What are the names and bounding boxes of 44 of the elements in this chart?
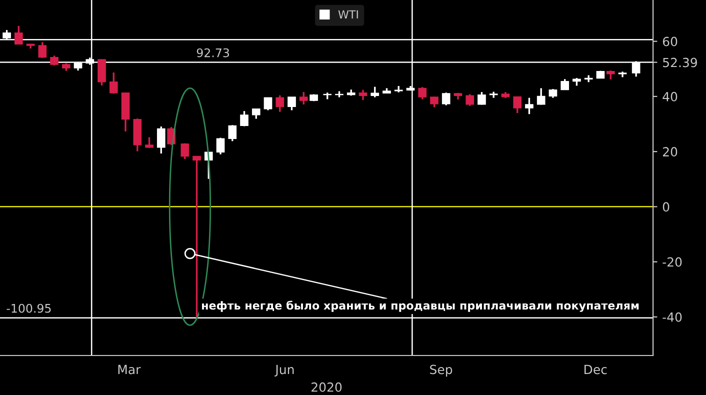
y-tick-label: 40 [662,92,678,102]
candlestick [180,142,190,160]
y-tick-label: 20 [662,147,678,156]
candlestick [156,126,166,154]
x-tick-label: Mar [118,364,141,374]
candlestick [192,155,201,319]
x-axis-title: 2020 [312,382,342,392]
annotation: нефть негде было хранить и продавцы приплачивали покупателям [202,300,639,312]
candlestick [513,96,522,114]
candlestick [240,110,248,128]
annotation: -100.95 [6,304,51,313]
candlestick [276,94,284,113]
candlestick [145,136,154,149]
x-tick-label: Dec [584,364,607,374]
candlestick [536,87,546,106]
candlestick [109,72,118,95]
x-tick-label: Jun [274,364,294,377]
candlestick [14,25,23,46]
y-tick-label: -20 [662,257,682,267]
candlestick [299,91,308,106]
candlestick [288,96,296,112]
candlestick [38,41,47,59]
candlestick [560,78,570,91]
annotation: 92.73 [196,48,229,58]
candlestick [442,92,450,106]
candlestick [466,93,474,107]
x-tick-label: Sep [430,364,452,377]
y-tick-label: 60 [662,36,678,46]
y-tick-label: 0 [662,202,670,212]
legend-label: WTI [338,10,358,18]
candlestick [252,108,260,120]
candlestick [430,96,438,108]
candlestick [478,91,486,106]
candlestick [228,124,237,142]
candlestick [264,96,272,112]
candlestick [525,96,534,115]
y-tick-label: -40 [662,312,682,322]
candlestick [98,58,106,86]
candlestick [358,89,368,101]
candlestick [418,86,427,100]
candlestick [50,54,58,66]
y-tick-label: 52.39 [663,58,697,68]
candlestick [370,86,380,98]
candlestick [216,136,225,156]
